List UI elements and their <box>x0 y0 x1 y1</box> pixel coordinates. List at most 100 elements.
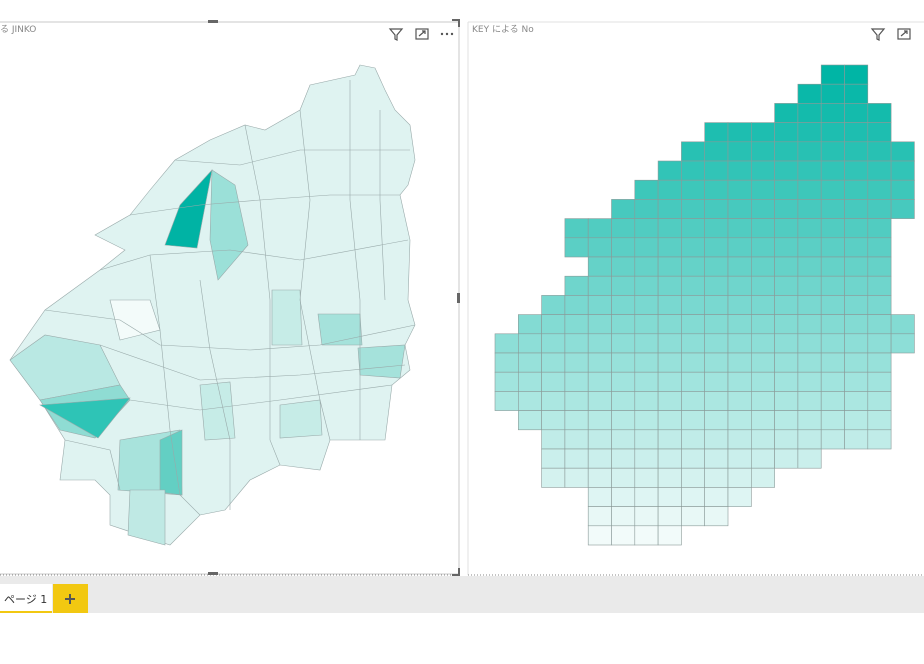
region <box>209 169 249 281</box>
grid-cell <box>564 467 589 488</box>
grid-cell <box>727 256 752 277</box>
focus-icon[interactable] <box>415 28 429 40</box>
filled-map[interactable] <box>9 64 416 546</box>
grid-cell <box>657 352 682 373</box>
grid-cell <box>797 103 822 123</box>
grid-cell <box>564 295 589 315</box>
grid-cell <box>587 352 612 373</box>
filter-icon[interactable] <box>388 28 404 41</box>
grid-cell <box>844 64 869 85</box>
grid-cell <box>890 179 915 200</box>
grid-cell <box>611 391 636 411</box>
grid-cell <box>774 160 799 181</box>
grid-cell <box>797 122 822 143</box>
grid-cell <box>750 141 775 162</box>
page-tab[interactable] <box>0 584 52 613</box>
grid-cell <box>797 352 822 373</box>
region <box>317 313 363 346</box>
grid-cell <box>611 275 636 296</box>
grid-cell <box>890 141 915 162</box>
filter-icon[interactable] <box>870 28 886 41</box>
grid-cell <box>704 333 729 354</box>
shape-map[interactable] <box>494 64 915 546</box>
grid-cell <box>657 333 682 354</box>
grid-cell <box>634 295 659 315</box>
grid-cell <box>541 429 566 450</box>
grid-cell <box>517 410 542 431</box>
grid-cell <box>750 160 775 181</box>
grid-cell <box>681 391 706 411</box>
grid-cell <box>820 391 845 411</box>
grid-cell <box>750 218 775 239</box>
region-borders <box>44 80 416 516</box>
grid-cell <box>704 237 729 258</box>
grid-cell <box>634 448 659 469</box>
grid-cell <box>727 295 752 315</box>
grid-cell <box>494 391 519 411</box>
more-icon[interactable] <box>440 32 454 36</box>
visual-title: る JINKO <box>0 24 36 35</box>
focus-icon[interactable] <box>897 28 911 40</box>
grid-cell <box>634 218 659 239</box>
resize-corner[interactable] <box>452 568 460 576</box>
grid-cell <box>844 429 869 450</box>
resize-corner[interactable] <box>452 19 460 27</box>
grid-cell <box>541 314 566 335</box>
grid-cell <box>564 275 589 296</box>
grid-cell <box>541 295 566 315</box>
grid-cell <box>844 199 869 219</box>
grid-cell <box>657 410 682 431</box>
grid-cell <box>890 333 915 354</box>
grid-cell <box>774 199 799 219</box>
grid-cell <box>797 237 822 258</box>
grid-cell <box>774 122 799 143</box>
resize-handle[interactable] <box>208 572 218 575</box>
grid-cell <box>681 506 706 527</box>
grid-cell <box>867 391 892 411</box>
grid-cell <box>844 371 869 392</box>
grid-cell <box>541 410 566 431</box>
grid-cell <box>681 275 706 296</box>
grid-cell <box>867 275 892 296</box>
grid-cell <box>681 160 706 181</box>
grid-cell <box>704 141 729 162</box>
grid-cell <box>541 467 566 488</box>
grid-cell <box>704 160 729 181</box>
grid-cell <box>634 467 659 488</box>
grid-cell <box>750 314 775 335</box>
grid-cell <box>774 410 799 431</box>
grid-cell <box>774 448 799 469</box>
grid-cell <box>820 199 845 219</box>
grid-cell <box>564 237 589 258</box>
resize-handle[interactable] <box>208 20 218 23</box>
grid-cell <box>681 429 706 450</box>
grid-cell <box>797 218 822 239</box>
grid-cell <box>774 295 799 315</box>
grid-cell <box>587 467 612 488</box>
grid-cell <box>681 448 706 469</box>
grid-cell <box>797 141 822 162</box>
grid-cell <box>774 275 799 296</box>
grid-cell <box>611 199 636 219</box>
grid-cell <box>634 506 659 527</box>
grid-cell <box>634 314 659 335</box>
resize-handle[interactable] <box>457 293 460 303</box>
grid-cell <box>587 410 612 431</box>
grid-cell <box>517 314 542 335</box>
grid-cell <box>797 275 822 296</box>
grid-cell <box>587 448 612 469</box>
grid-cell <box>681 141 706 162</box>
grid-cell <box>587 487 612 507</box>
grid-cell <box>727 199 752 219</box>
grid-cell <box>844 333 869 354</box>
grid-cell <box>657 525 682 546</box>
grid-cell <box>587 506 612 527</box>
grid-cell <box>727 429 752 450</box>
grid-cell <box>727 237 752 258</box>
grid-cell <box>657 295 682 315</box>
grid-cell <box>704 391 729 411</box>
grid-cell <box>727 391 752 411</box>
grid-cell <box>681 256 706 277</box>
page-tab-label[interactable]: ページ 1 <box>4 593 47 606</box>
